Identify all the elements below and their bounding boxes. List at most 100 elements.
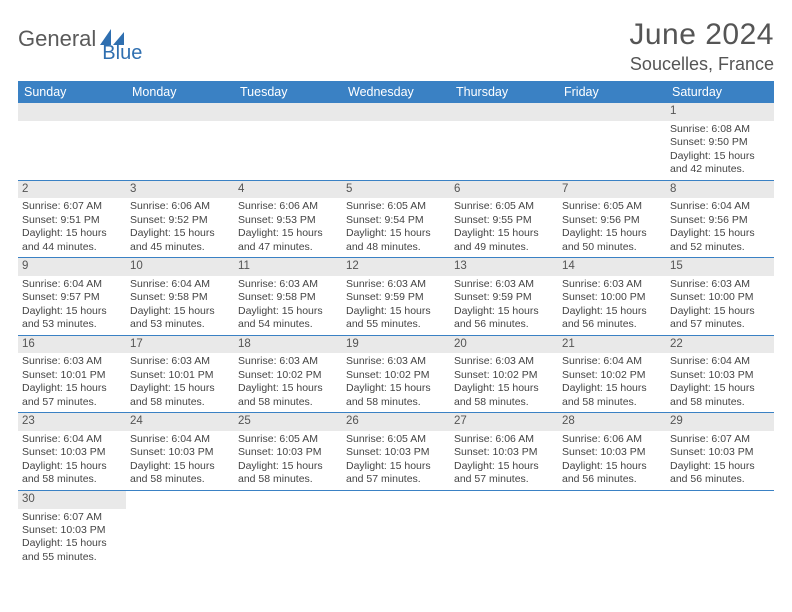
daylight-text-2: and 58 minutes. bbox=[346, 396, 446, 409]
day-details: Sunrise: 6:04 AMSunset: 10:03 PMDaylight… bbox=[666, 353, 774, 412]
calendar-week-row: 2Sunrise: 6:07 AMSunset: 9:51 PMDaylight… bbox=[18, 180, 774, 258]
day-number: 5 bbox=[342, 181, 450, 199]
day-number: 8 bbox=[666, 181, 774, 199]
month-title: June 2024 bbox=[629, 18, 774, 52]
daylight-text-1: Daylight: 15 hours bbox=[562, 227, 662, 240]
sunset-text: Sunset: 9:55 PM bbox=[454, 214, 554, 227]
daylight-text-1: Daylight: 15 hours bbox=[346, 460, 446, 473]
calendar-cell: 12Sunrise: 6:03 AMSunset: 9:59 PMDayligh… bbox=[342, 258, 450, 336]
day-number bbox=[342, 103, 450, 121]
calendar-cell: 23Sunrise: 6:04 AMSunset: 10:03 PMDaylig… bbox=[18, 413, 126, 491]
calendar-cell: 1Sunrise: 6:08 AMSunset: 9:50 PMDaylight… bbox=[666, 103, 774, 180]
calendar-cell: 2Sunrise: 6:07 AMSunset: 9:51 PMDaylight… bbox=[18, 180, 126, 258]
sunrise-text: Sunrise: 6:04 AM bbox=[670, 200, 770, 213]
daylight-text-1: Daylight: 15 hours bbox=[238, 382, 338, 395]
daylight-text-1: Daylight: 15 hours bbox=[562, 305, 662, 318]
day-details: Sunrise: 6:05 AMSunset: 9:55 PMDaylight:… bbox=[450, 198, 558, 257]
daylight-text-2: and 42 minutes. bbox=[670, 163, 770, 176]
sunset-text: Sunset: 10:03 PM bbox=[562, 446, 662, 459]
daylight-text-2: and 56 minutes. bbox=[670, 473, 770, 486]
calendar-cell: 13Sunrise: 6:03 AMSunset: 9:59 PMDayligh… bbox=[450, 258, 558, 336]
title-block: June 2024 Soucelles, France bbox=[629, 18, 774, 75]
daylight-text-2: and 57 minutes. bbox=[670, 318, 770, 331]
weekday-header: Thursday bbox=[450, 81, 558, 103]
day-number: 16 bbox=[18, 336, 126, 354]
day-details: Sunrise: 6:04 AMSunset: 9:58 PMDaylight:… bbox=[126, 276, 234, 335]
calendar-cell bbox=[450, 103, 558, 180]
calendar-cell: 14Sunrise: 6:03 AMSunset: 10:00 PMDaylig… bbox=[558, 258, 666, 336]
daylight-text-1: Daylight: 15 hours bbox=[238, 460, 338, 473]
day-details: Sunrise: 6:04 AMSunset: 10:03 PMDaylight… bbox=[126, 431, 234, 490]
day-number: 30 bbox=[18, 491, 126, 509]
calendar-week-row: 16Sunrise: 6:03 AMSunset: 10:01 PMDaylig… bbox=[18, 335, 774, 413]
calendar-cell: 26Sunrise: 6:05 AMSunset: 10:03 PMDaylig… bbox=[342, 413, 450, 491]
daylight-text-1: Daylight: 15 hours bbox=[346, 227, 446, 240]
day-details: Sunrise: 6:04 AMSunset: 10:03 PMDaylight… bbox=[18, 431, 126, 490]
daylight-text-1: Daylight: 15 hours bbox=[346, 382, 446, 395]
daylight-text-2: and 53 minutes. bbox=[130, 318, 230, 331]
daylight-text-1: Daylight: 15 hours bbox=[22, 227, 122, 240]
daylight-text-2: and 45 minutes. bbox=[130, 241, 230, 254]
day-number: 14 bbox=[558, 258, 666, 276]
daylight-text-2: and 52 minutes. bbox=[670, 241, 770, 254]
daylight-text-2: and 58 minutes. bbox=[454, 396, 554, 409]
day-number: 11 bbox=[234, 258, 342, 276]
weekday-header: Monday bbox=[126, 81, 234, 103]
daylight-text-2: and 56 minutes. bbox=[454, 318, 554, 331]
day-number: 2 bbox=[18, 181, 126, 199]
daylight-text-1: Daylight: 15 hours bbox=[454, 227, 554, 240]
day-number: 10 bbox=[126, 258, 234, 276]
sunset-text: Sunset: 10:02 PM bbox=[562, 369, 662, 382]
daylight-text-1: Daylight: 15 hours bbox=[130, 227, 230, 240]
sunset-text: Sunset: 10:02 PM bbox=[454, 369, 554, 382]
day-details: Sunrise: 6:03 AMSunset: 9:59 PMDaylight:… bbox=[450, 276, 558, 335]
day-number: 3 bbox=[126, 181, 234, 199]
sunset-text: Sunset: 10:03 PM bbox=[22, 524, 122, 537]
sunset-text: Sunset: 10:00 PM bbox=[562, 291, 662, 304]
daylight-text-2: and 55 minutes. bbox=[22, 551, 122, 564]
sunrise-text: Sunrise: 6:03 AM bbox=[454, 278, 554, 291]
calendar-cell: 29Sunrise: 6:07 AMSunset: 10:03 PMDaylig… bbox=[666, 413, 774, 491]
sunset-text: Sunset: 10:03 PM bbox=[454, 446, 554, 459]
sunrise-text: Sunrise: 6:04 AM bbox=[22, 433, 122, 446]
sunrise-text: Sunrise: 6:05 AM bbox=[346, 433, 446, 446]
calendar-week-row: 30Sunrise: 6:07 AMSunset: 10:03 PMDaylig… bbox=[18, 490, 774, 567]
day-number bbox=[234, 491, 342, 509]
sunrise-text: Sunrise: 6:05 AM bbox=[562, 200, 662, 213]
location-label: Soucelles, France bbox=[629, 54, 774, 75]
sunrise-text: Sunrise: 6:04 AM bbox=[130, 433, 230, 446]
calendar-cell bbox=[558, 103, 666, 180]
sunrise-text: Sunrise: 6:03 AM bbox=[670, 278, 770, 291]
calendar-cell: 28Sunrise: 6:06 AMSunset: 10:03 PMDaylig… bbox=[558, 413, 666, 491]
daylight-text-2: and 49 minutes. bbox=[454, 241, 554, 254]
daylight-text-1: Daylight: 15 hours bbox=[562, 460, 662, 473]
day-number bbox=[126, 491, 234, 509]
day-details: Sunrise: 6:03 AMSunset: 10:00 PMDaylight… bbox=[558, 276, 666, 335]
day-details: Sunrise: 6:06 AMSunset: 10:03 PMDaylight… bbox=[450, 431, 558, 490]
sunset-text: Sunset: 9:56 PM bbox=[562, 214, 662, 227]
sunrise-text: Sunrise: 6:03 AM bbox=[130, 355, 230, 368]
day-number bbox=[450, 103, 558, 121]
sunset-text: Sunset: 9:50 PM bbox=[670, 136, 770, 149]
daylight-text-2: and 55 minutes. bbox=[346, 318, 446, 331]
calendar-cell: 8Sunrise: 6:04 AMSunset: 9:56 PMDaylight… bbox=[666, 180, 774, 258]
calendar-table: SundayMondayTuesdayWednesdayThursdayFrid… bbox=[18, 81, 774, 567]
calendar-cell: 6Sunrise: 6:05 AMSunset: 9:55 PMDaylight… bbox=[450, 180, 558, 258]
day-details: Sunrise: 6:07 AMSunset: 9:51 PMDaylight:… bbox=[18, 198, 126, 257]
day-number: 28 bbox=[558, 413, 666, 431]
day-number: 22 bbox=[666, 336, 774, 354]
sunset-text: Sunset: 9:58 PM bbox=[238, 291, 338, 304]
sunrise-text: Sunrise: 6:05 AM bbox=[454, 200, 554, 213]
weekday-header: Sunday bbox=[18, 81, 126, 103]
calendar-cell: 25Sunrise: 6:05 AMSunset: 10:03 PMDaylig… bbox=[234, 413, 342, 491]
brand-text-general: General bbox=[18, 26, 96, 52]
sunrise-text: Sunrise: 6:07 AM bbox=[22, 200, 122, 213]
daylight-text-1: Daylight: 15 hours bbox=[670, 227, 770, 240]
daylight-text-1: Daylight: 15 hours bbox=[22, 305, 122, 318]
day-number: 12 bbox=[342, 258, 450, 276]
daylight-text-2: and 54 minutes. bbox=[238, 318, 338, 331]
calendar-week-row: 1Sunrise: 6:08 AMSunset: 9:50 PMDaylight… bbox=[18, 103, 774, 180]
sunrise-text: Sunrise: 6:05 AM bbox=[346, 200, 446, 213]
daylight-text-1: Daylight: 15 hours bbox=[346, 305, 446, 318]
day-number: 19 bbox=[342, 336, 450, 354]
